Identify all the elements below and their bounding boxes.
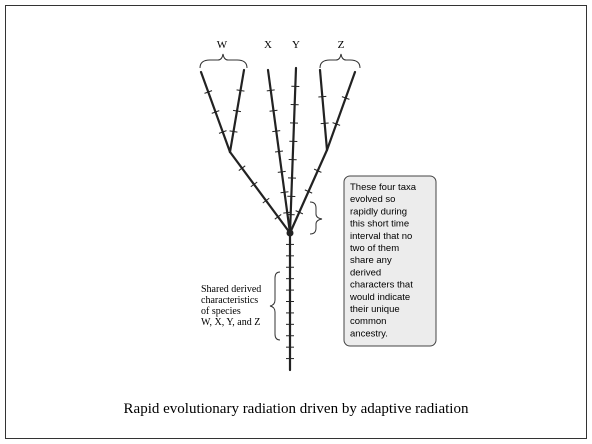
callout-line: share any <box>350 255 392 266</box>
callout-box <box>343 175 437 347</box>
shared-line: characteristics <box>201 295 258 306</box>
tick <box>238 165 246 171</box>
branch-w <box>228 150 292 235</box>
tick <box>283 211 292 214</box>
callout-line: this short time <box>350 219 409 230</box>
tick <box>274 150 284 153</box>
taxon-label: Y <box>292 39 300 51</box>
tick <box>341 96 350 100</box>
callout-line: characters that <box>350 280 413 291</box>
callout-line: common <box>350 316 386 327</box>
braces <box>199 53 361 341</box>
tick <box>211 110 220 114</box>
callout-line: interval that no <box>350 231 412 242</box>
branch-z1 <box>318 68 329 152</box>
callout-line: ancestry. <box>350 328 388 339</box>
tick <box>232 109 242 113</box>
tick <box>318 95 327 98</box>
tick <box>269 109 278 112</box>
tick <box>272 130 281 133</box>
callout-line: their unique <box>350 304 400 315</box>
tick <box>313 168 322 173</box>
tick <box>274 214 282 220</box>
tick <box>280 191 289 194</box>
shared-line: W, X, Y, and Z <box>201 317 260 328</box>
tick <box>304 189 313 194</box>
taxon-label: X <box>264 39 272 51</box>
brace-w <box>199 53 248 69</box>
brace-shared <box>269 271 281 341</box>
tick <box>262 197 270 204</box>
callout-line: two of them <box>350 243 399 254</box>
tick <box>236 89 245 92</box>
tick <box>229 130 238 133</box>
shared-line: of species <box>201 306 241 317</box>
taxon-label: Z <box>338 39 345 51</box>
callout-line: derived <box>350 267 381 278</box>
tick <box>320 122 329 125</box>
tick <box>266 89 275 92</box>
callout-line: would indicate <box>349 292 410 303</box>
tick <box>204 90 213 94</box>
brace-interval <box>309 201 323 235</box>
tick <box>295 210 304 215</box>
tick <box>218 130 227 134</box>
root-node <box>286 229 294 237</box>
caption: Rapid evolutionary radiation driven by a… <box>124 401 469 417</box>
branch-y <box>288 66 298 235</box>
callout-line: These four taxa <box>350 182 417 193</box>
character-ticks <box>204 85 350 360</box>
tick <box>250 181 258 188</box>
tick <box>332 122 341 126</box>
shared-line: Shared derived <box>201 284 261 295</box>
callout-line: evolved so <box>350 194 395 205</box>
taxon-label: W <box>217 39 228 51</box>
branch-z2 <box>325 70 357 152</box>
tick <box>277 170 286 173</box>
callout-line: rapidly during <box>350 206 407 217</box>
brace-z <box>319 53 361 69</box>
